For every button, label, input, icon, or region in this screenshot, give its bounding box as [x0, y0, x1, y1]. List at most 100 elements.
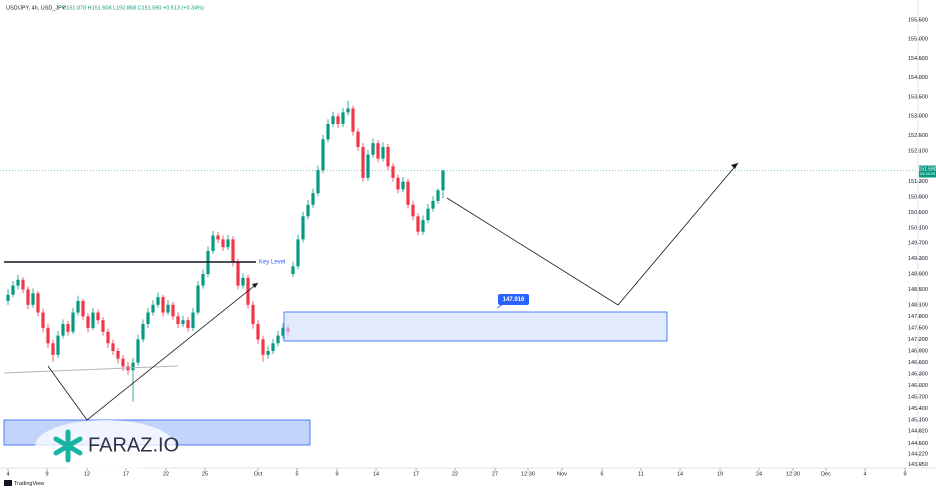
candle-body — [96, 312, 100, 321]
candle-body — [301, 216, 305, 240]
candle-body — [371, 143, 375, 155]
demand-zone — [283, 311, 668, 342]
candle-body — [366, 154, 370, 178]
y-tick-label: 145.700 — [908, 395, 928, 401]
y-tick-label: 149.700 — [908, 241, 928, 247]
candle-body — [116, 351, 120, 359]
candle-body — [401, 181, 405, 190]
x-tick-label: 17 — [413, 471, 419, 477]
candle-body — [356, 131, 360, 148]
x-tick-label: 11 — [638, 471, 644, 477]
candle-body — [46, 327, 50, 344]
x-tick-label: 25 — [202, 471, 208, 477]
y-tick-label: 148.100 — [908, 302, 928, 308]
candle-body — [141, 324, 145, 340]
y-tick-label: 148.900 — [908, 271, 928, 277]
arrow-head — [731, 163, 738, 169]
y-tick-label: 143.950 — [908, 462, 928, 468]
candle-body — [66, 324, 70, 332]
y-tick-label: 148.500 — [908, 287, 928, 293]
x-tick-label: 14 — [677, 471, 683, 477]
y-tick-label: 147.500 — [908, 325, 928, 331]
x-tick-label: 9 — [903, 471, 906, 477]
last-price-label: 151.590 — [918, 166, 936, 172]
candle-body — [181, 320, 185, 325]
candle-body — [336, 116, 340, 124]
candle-body — [51, 343, 55, 355]
candle-body — [236, 262, 240, 286]
candle-body — [241, 277, 245, 286]
y-tick-label: 151.300 — [908, 179, 928, 185]
candle-body — [151, 304, 155, 313]
y-tick-label: 144.820 — [908, 429, 928, 435]
candle-body — [76, 300, 80, 313]
y-tick-label: 150.100 — [908, 225, 928, 231]
candle-body — [351, 108, 355, 132]
candle-body — [131, 362, 135, 371]
candle-body — [376, 143, 380, 159]
zone-price-label: 147.916 — [503, 297, 525, 303]
x-tick-label: 12:30 — [786, 471, 800, 477]
candle-body — [441, 170, 445, 191]
candle-body — [316, 170, 320, 194]
candle-body — [341, 112, 345, 124]
candle-body — [86, 316, 90, 328]
x-tick-label: 5 — [295, 471, 298, 477]
candle-body — [36, 293, 40, 313]
x-tick-label: 17 — [123, 471, 129, 477]
x-tick-label: Oct — [254, 471, 263, 477]
zone-price-box — [498, 294, 529, 305]
candle-body — [6, 294, 10, 301]
y-tick-label: 144.220 — [908, 452, 928, 458]
candle-body — [186, 320, 190, 328]
y-tick-label: 147.800 — [908, 314, 928, 320]
x-tick-label: 14 — [373, 471, 379, 477]
candle-body — [91, 312, 95, 328]
candle-body — [136, 339, 140, 363]
x-tick-label: 4 — [863, 471, 866, 477]
candle-body — [226, 239, 230, 248]
candle-body — [326, 123, 330, 140]
y-tick-label: 152.500 — [908, 133, 928, 139]
y-tick-label: 153.000 — [908, 114, 928, 120]
countdown-label: 03:28:29 — [920, 171, 936, 176]
candle-body — [421, 220, 425, 232]
candle-body — [256, 324, 260, 340]
candle-body — [311, 193, 315, 205]
candle-body — [291, 266, 295, 275]
candle-body — [31, 293, 35, 305]
candle-body — [281, 327, 285, 336]
candle-body — [121, 358, 125, 367]
y-tick-label: 153.500 — [908, 94, 928, 100]
candle-body — [61, 324, 65, 336]
candle-body — [11, 285, 15, 295]
candle-body — [171, 304, 175, 317]
candle-body — [331, 116, 335, 124]
y-tick-label: 146.000 — [908, 383, 928, 389]
candle-body — [16, 279, 20, 286]
candle-body — [381, 147, 385, 159]
y-tick-label: 144.500 — [908, 441, 928, 447]
candle-body — [276, 335, 280, 344]
y-tick-label: 146.600 — [908, 360, 928, 366]
candle-body — [106, 331, 110, 344]
x-tick-label: 9 — [45, 471, 48, 477]
trend-line — [3, 365, 179, 374]
y-tick-label: 145.100 — [908, 418, 928, 424]
candle-body — [201, 274, 205, 286]
arrow-head — [252, 283, 258, 288]
candle-body — [386, 147, 390, 167]
x-tick-label: 24 — [756, 471, 762, 477]
candle-body — [406, 181, 410, 205]
last-price-box — [919, 165, 936, 178]
candle-body — [391, 166, 395, 178]
candle-body — [346, 108, 350, 113]
candle-body — [296, 239, 300, 267]
candle-body — [321, 139, 325, 171]
candle-body — [261, 339, 265, 355]
path-arrow — [47, 282, 259, 421]
candle-body — [176, 316, 180, 325]
watermark-logo — [53, 429, 83, 463]
x-tick-label: 12:30 — [521, 471, 535, 477]
